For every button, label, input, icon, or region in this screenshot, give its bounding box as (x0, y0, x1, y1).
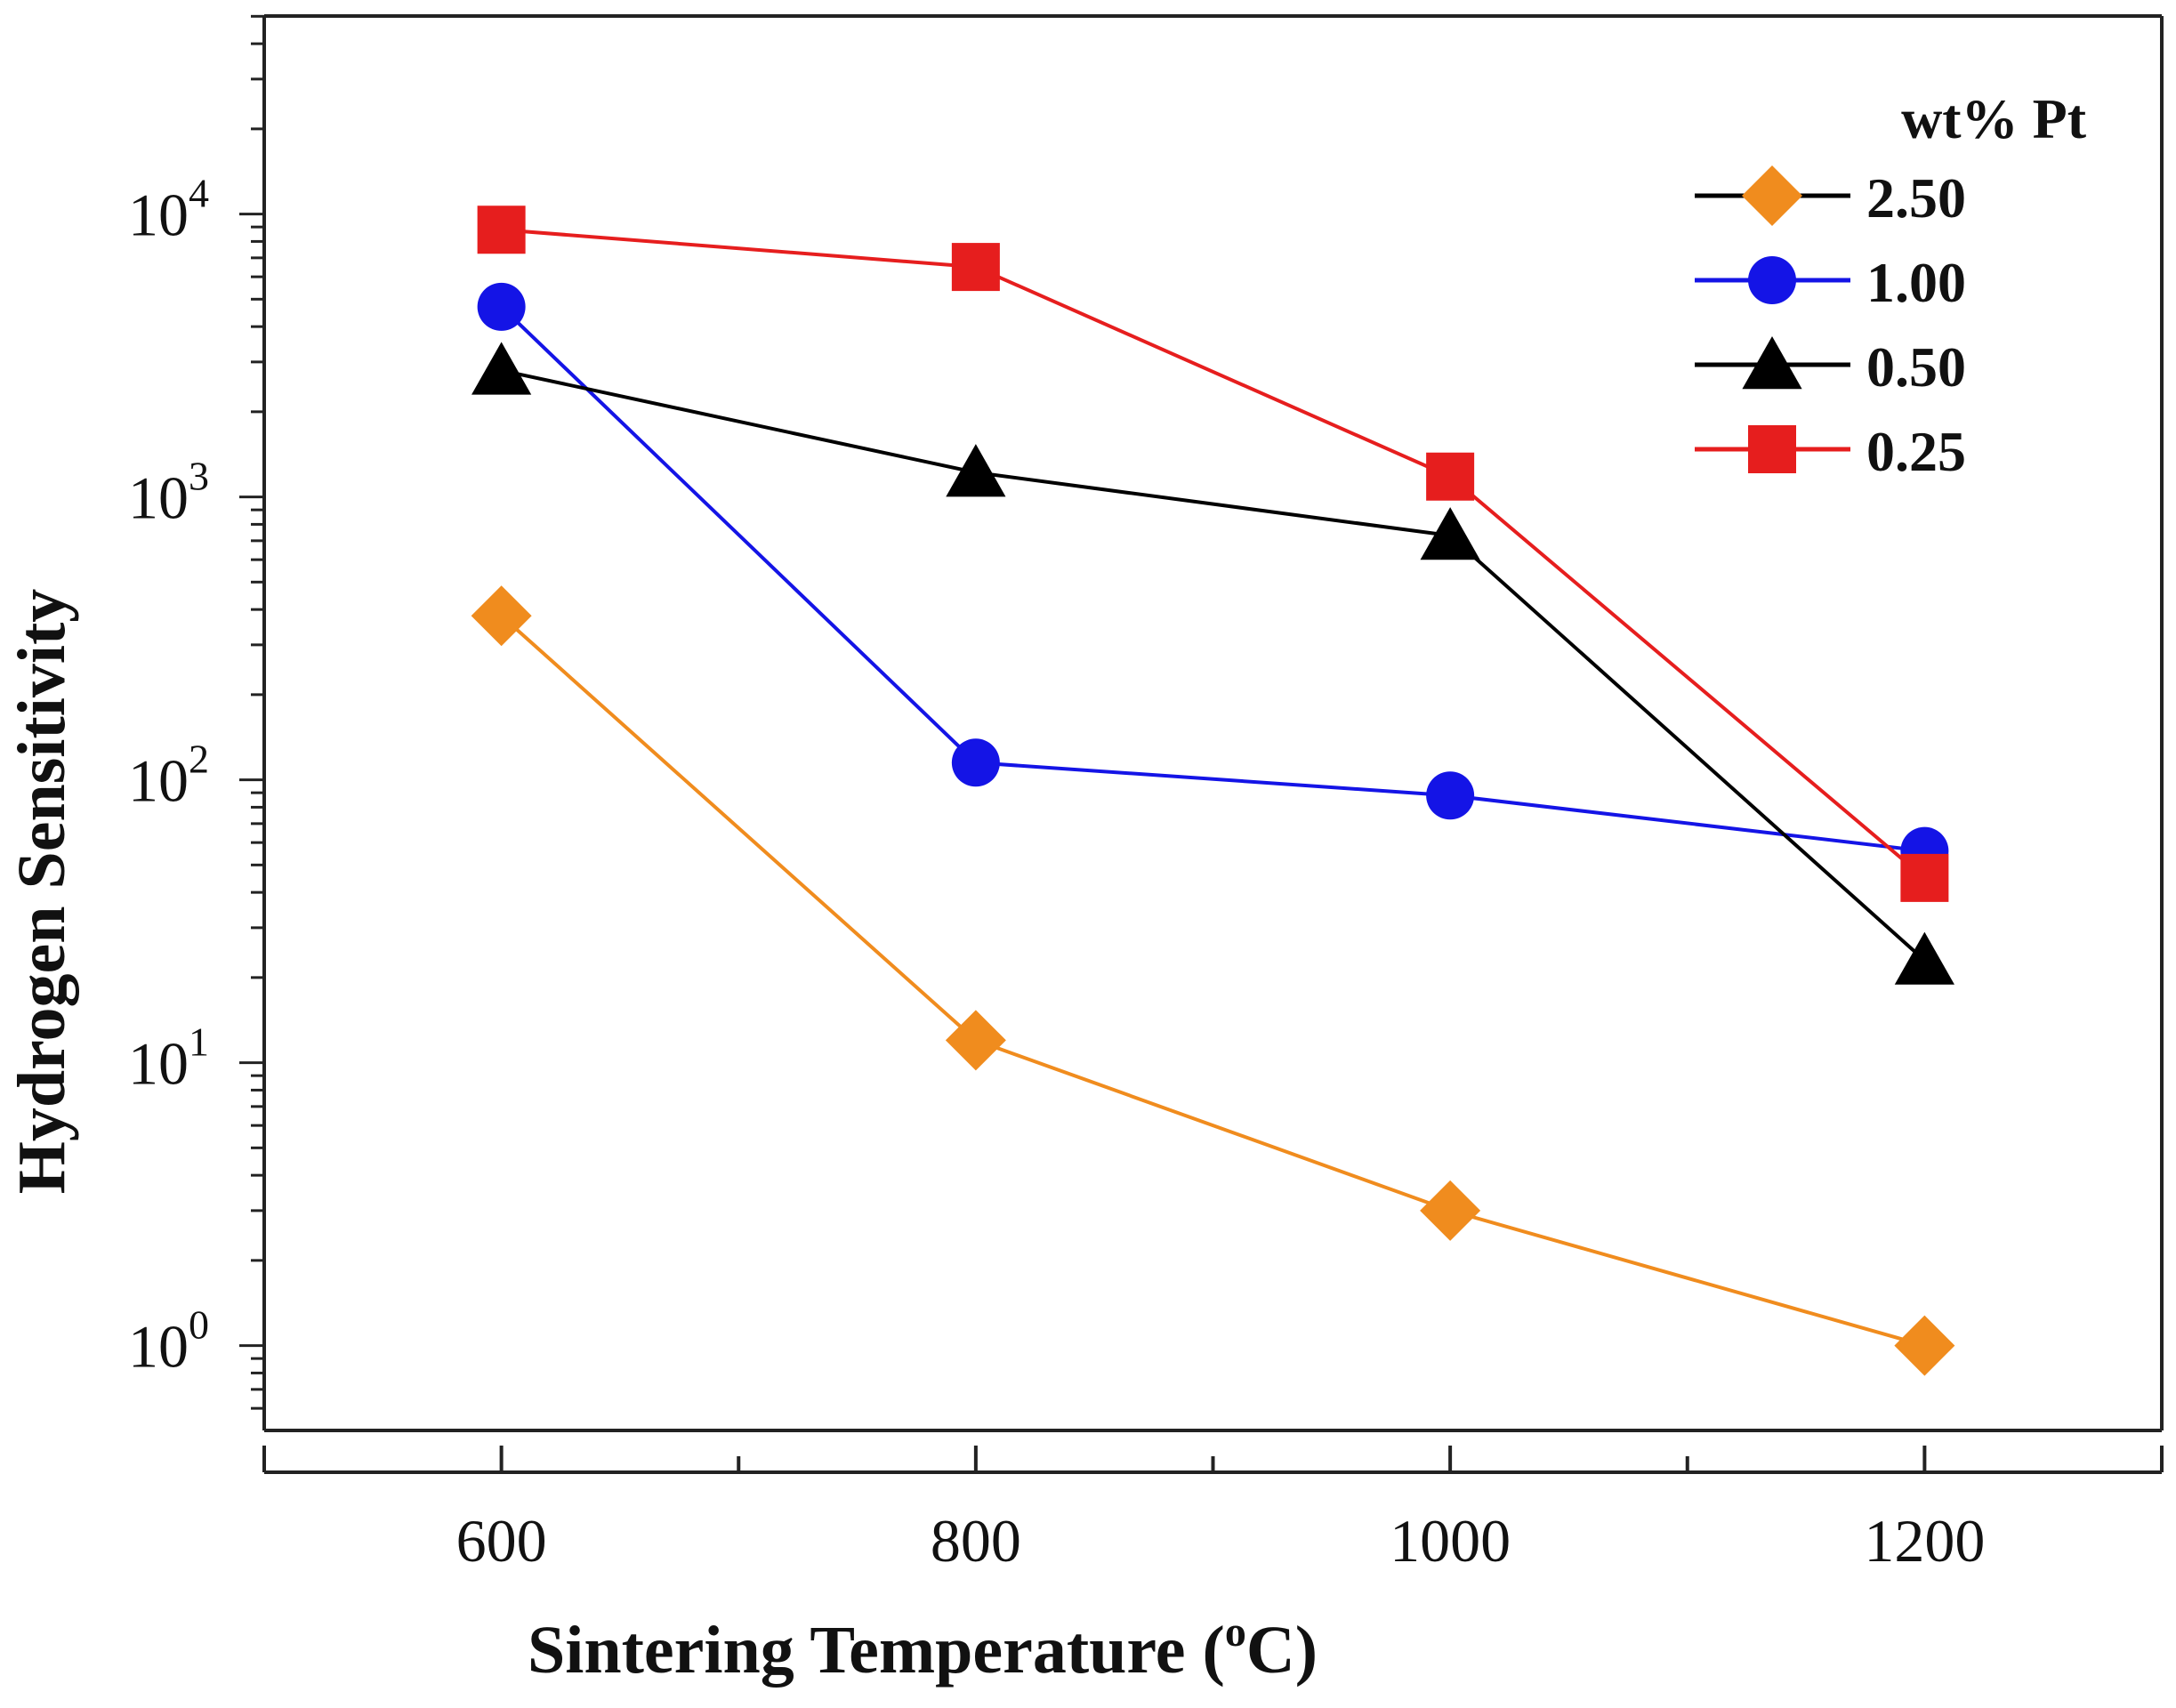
legend: wt% Pt 2.50 1.00 0.50 0.25 (1695, 87, 2087, 483)
data-point (1894, 931, 1954, 985)
data-point (471, 585, 532, 647)
series-line (501, 228, 1926, 880)
legend-item: 2.50 (1695, 165, 1966, 230)
series-0.50 (471, 342, 1954, 985)
y-tick-exponent: 1 (189, 1019, 209, 1065)
data-point (471, 342, 532, 395)
y-tick-base: 10 (128, 464, 189, 532)
data-point (951, 738, 1000, 787)
x-tick-label: 600 (456, 1507, 547, 1575)
legend-item: 0.25 (1695, 420, 1966, 483)
data-point (1420, 1180, 1481, 1241)
legend-marker (1748, 425, 1796, 473)
y-tick-exponent: 4 (189, 171, 209, 216)
x-tick-label: 800 (931, 1507, 1021, 1575)
legend-label: 2.50 (1866, 166, 1966, 230)
y-axis-title: Hydrogen Sensitivity (4, 589, 79, 1195)
y-tick-base: 10 (128, 181, 189, 249)
series-1.00 (477, 282, 1949, 875)
legend-item: 1.00 (1695, 251, 1966, 314)
data-point (945, 1010, 1006, 1071)
y-tick-label: 100 (128, 1302, 209, 1381)
y-tick-base: 10 (128, 1313, 189, 1381)
y-tick-base: 10 (128, 1030, 189, 1098)
series-line (500, 305, 1925, 853)
x-axis-title-sup: o (1225, 1608, 1246, 1656)
legend-title: wt% Pt (1901, 87, 2087, 150)
legend-label: 0.50 (1866, 335, 1966, 399)
y-tick-exponent: 3 (189, 454, 209, 499)
data-point (1900, 853, 1949, 902)
x-axis-title-unit: C) (1246, 1613, 1318, 1688)
y-tick-exponent: 0 (189, 1302, 209, 1348)
series-layer (471, 205, 1955, 1376)
data-point (1894, 1315, 1955, 1376)
legend-marker (1748, 256, 1796, 304)
legend-label: 1.00 (1866, 251, 1966, 314)
series-line (500, 614, 1925, 1348)
data-point (477, 282, 526, 331)
x-axis-title: Sintering Temperature (oC) (528, 1608, 1318, 1688)
y-tick-base: 10 (128, 747, 189, 815)
y-tick-label: 101 (128, 1019, 209, 1098)
data-point (1426, 771, 1475, 820)
y-tick-exponent: 2 (189, 737, 209, 782)
series-line (501, 368, 1926, 963)
data-point (1426, 452, 1475, 501)
legend-item: 0.50 (1695, 335, 1966, 399)
data-point (951, 243, 1000, 292)
y-tick-label: 104 (128, 171, 209, 249)
series-0.25 (477, 205, 1949, 902)
x-tick-label: 1000 (1390, 1507, 1511, 1575)
data-point (946, 444, 1006, 497)
x-axis-title-main: Sintering Temperature ( (528, 1613, 1225, 1688)
series-2.50 (471, 585, 1955, 1376)
data-point (1420, 507, 1480, 560)
legend-marker (1742, 165, 1802, 226)
legend-label: 0.25 (1866, 420, 1966, 483)
y-tick-label: 103 (128, 454, 209, 532)
y-tick-label: 102 (128, 737, 209, 815)
legend-marker (1742, 336, 1802, 390)
data-point (477, 205, 526, 254)
x-tick-label: 1200 (1864, 1507, 1985, 1575)
